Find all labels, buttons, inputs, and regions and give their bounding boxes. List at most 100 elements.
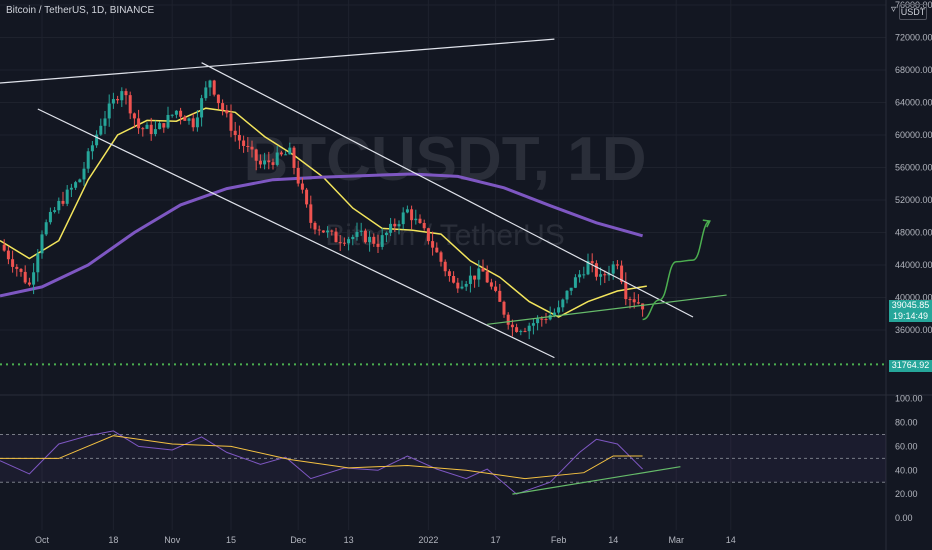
candle-body (351, 236, 355, 240)
candlestick-series (2, 79, 645, 340)
candle-body (208, 80, 212, 88)
candle-body (573, 277, 577, 288)
support-trendline (487, 294, 727, 325)
candle-body (19, 268, 23, 272)
candle-body (443, 261, 447, 272)
time-axis-label: 18 (108, 535, 118, 545)
candle-body (44, 222, 48, 235)
candle-body (250, 146, 254, 150)
candle-body (212, 80, 216, 95)
candle-body (107, 103, 111, 119)
candle-body (36, 253, 40, 273)
candle-body (284, 154, 288, 156)
price-axis-label: 68000.00 (895, 65, 932, 75)
candle-body (384, 232, 388, 236)
price-axis-label: 44000.00 (895, 260, 932, 270)
price-axis-label: 60000.00 (895, 130, 932, 140)
candle-body (510, 324, 514, 328)
candle-body (468, 275, 472, 284)
candle-body (292, 147, 296, 168)
candle-body (221, 103, 225, 111)
candle-body (162, 123, 166, 128)
candle-body (401, 212, 405, 225)
price-axis-label: 76000.00 (895, 0, 932, 10)
rsi-axis-label: 0.00 (895, 513, 913, 523)
candle-body (422, 222, 426, 229)
candle-body (74, 182, 78, 188)
currency-dropdown-icon[interactable]: ▿ (891, 4, 897, 15)
candle-body (565, 290, 569, 300)
slow-moving-average-line (0, 172, 644, 298)
candle-body (233, 130, 237, 136)
candle-body (590, 261, 594, 264)
candle-body (426, 228, 430, 242)
candle-body (69, 187, 73, 190)
candle-body (23, 271, 27, 283)
candle-body (225, 110, 229, 114)
candle-body (603, 274, 607, 276)
time-axis-label: Feb (551, 535, 567, 545)
candle-body (624, 281, 628, 300)
candle-body (309, 204, 313, 223)
candle-body (246, 145, 250, 147)
candle-body (204, 87, 208, 99)
candle-body (57, 200, 61, 211)
candle-body (132, 113, 136, 119)
candle-body (456, 282, 460, 289)
level-price-tag: 31764.92 (889, 360, 932, 372)
candle-body (498, 290, 502, 302)
candle-body (296, 167, 300, 184)
price-axis-label: 64000.00 (895, 98, 932, 108)
candle-body (195, 117, 199, 128)
channel-lower-line (37, 108, 555, 359)
candle-body (183, 116, 187, 121)
candle-body (65, 189, 69, 204)
time-axis-label: 14 (608, 535, 618, 545)
candle-body (485, 271, 489, 283)
candle-body (174, 110, 178, 115)
candle-body (531, 323, 535, 326)
candle-body (120, 91, 124, 101)
candle-body (502, 301, 506, 315)
bar-countdown: 19:14:49 (892, 311, 929, 321)
candle-body (494, 286, 498, 291)
candle-body (326, 230, 330, 233)
candle-body (569, 287, 573, 291)
candle-body (149, 124, 153, 135)
candle-body (611, 264, 615, 274)
candle-body (464, 283, 468, 287)
currency-selector[interactable]: USDT (899, 4, 927, 20)
candle-body (200, 98, 204, 118)
candle-body (330, 230, 334, 232)
price-axis-label: 40000.00 (895, 293, 932, 303)
candle-body (40, 234, 44, 254)
candle-body (489, 282, 493, 287)
candle-body (334, 231, 338, 243)
price-axis-label: 52000.00 (895, 195, 932, 205)
candle-body (86, 151, 90, 169)
price-axis-label: 36000.00 (895, 325, 932, 335)
candle-body (267, 160, 271, 163)
time-axis-label: Nov (164, 535, 181, 545)
candle-body (242, 140, 246, 146)
candle-body (615, 264, 619, 266)
candle-body (271, 162, 275, 165)
rsi-ma-line (0, 435, 643, 480)
candle-body (397, 224, 401, 227)
candle-body (368, 236, 372, 243)
candle-body (305, 189, 309, 205)
candle-body (258, 160, 262, 165)
candle-body (620, 265, 624, 282)
candle-body (477, 268, 481, 280)
candle-body (523, 331, 527, 333)
candle-body (414, 218, 418, 221)
candle-body (187, 118, 191, 121)
time-axis-label: 14 (726, 535, 736, 545)
price-axis-label: 48000.00 (895, 228, 932, 238)
candle-body (418, 218, 422, 223)
candle-body (317, 229, 321, 231)
candle-body (191, 118, 195, 128)
candle-body (124, 91, 128, 96)
rsi-line (0, 430, 643, 495)
